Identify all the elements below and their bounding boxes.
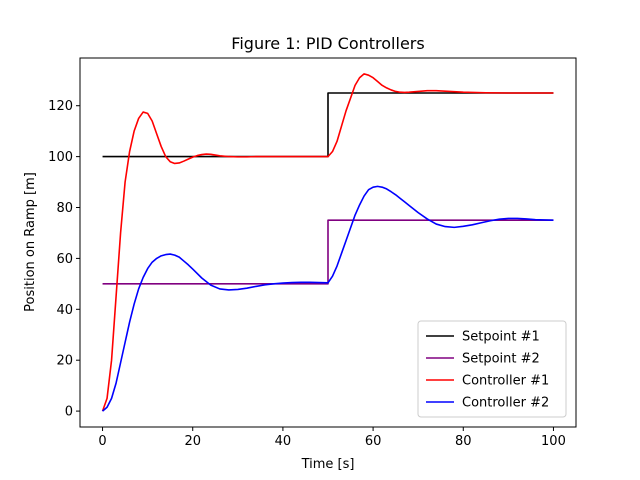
chart-title: Figure 1: PID Controllers bbox=[231, 34, 424, 53]
series-line-4 bbox=[102, 185, 554, 412]
legend-box bbox=[417, 320, 567, 418]
legend-label-1: Setpoint #1 bbox=[462, 330, 540, 345]
x-tick-label: 0 bbox=[98, 434, 106, 449]
y-tick-label: 100 bbox=[48, 150, 73, 165]
x-tick-label: 100 bbox=[541, 434, 566, 449]
y-tick-label: 40 bbox=[56, 303, 73, 318]
series-line-2 bbox=[102, 219, 554, 285]
series-line-3 bbox=[101, 73, 554, 412]
plot-area: 0 20 40 60 80 100 0 20 40 60 80 100 120 bbox=[48, 57, 577, 449]
x-tick-label: 20 bbox=[184, 434, 201, 449]
plot-frame bbox=[79, 57, 577, 428]
x-tick-label: 80 bbox=[455, 434, 472, 449]
legend-label-4: Controller #2 bbox=[462, 396, 549, 411]
x-tick-label: 60 bbox=[365, 434, 382, 449]
y-tick-label: 60 bbox=[56, 252, 73, 267]
legend-label-3: Controller #1 bbox=[462, 374, 549, 389]
legend: Setpoint #1 Setpoint #2 Controller #1 Contr… bbox=[417, 320, 567, 418]
y-tick-label: 120 bbox=[48, 99, 73, 114]
x-tick-label: 40 bbox=[275, 434, 292, 449]
legend-label-2: Setpoint #2 bbox=[462, 352, 540, 367]
y-tick-label: 0 bbox=[65, 405, 73, 420]
y-axis-label: Position on Ramp [m] bbox=[23, 172, 38, 312]
series-line-1 bbox=[102, 92, 554, 158]
y-tick-label: 80 bbox=[56, 201, 73, 216]
y-tick-label: 20 bbox=[56, 354, 73, 369]
x-axis-label: Time [s] bbox=[301, 457, 355, 472]
